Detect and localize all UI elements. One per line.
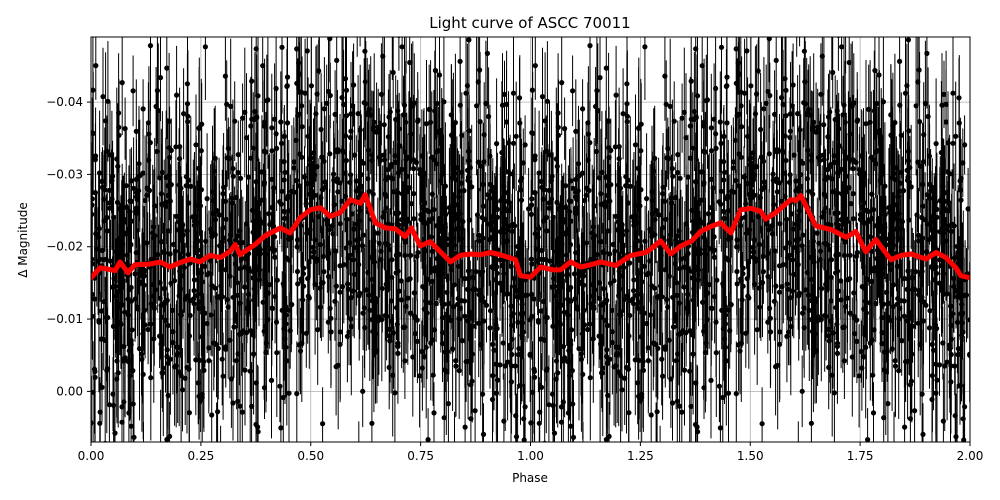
x-tick-label: 1.25 [627, 449, 654, 463]
x-tick-label: 1.50 [737, 449, 764, 463]
y-tick-label: −0.01 [46, 312, 83, 326]
x-tick-label: 0.25 [188, 449, 215, 463]
x-tick-label: 0.50 [297, 449, 324, 463]
x-tick-label: 2.00 [957, 449, 984, 463]
x-tick-label: 0.00 [78, 449, 105, 463]
y-tick-label: −0.03 [46, 167, 83, 181]
x-axis-label: Phase [512, 471, 548, 485]
model-curve [91, 192, 970, 281]
y-axis-label: Δ Magnitude [16, 202, 30, 278]
x-axis: 0.00 0.25 0.50 0.75 1.00 1.25 1.50 1.75 2.00 [78, 442, 984, 463]
x-tick-label: 1.75 [847, 449, 874, 463]
x-tick-label: 0.75 [407, 449, 434, 463]
y-tick-label: −0.02 [46, 240, 83, 254]
chart-title: Light curve of ASCC 70011 [429, 14, 630, 32]
y-axis: −0.04 −0.03 −0.02 −0.01 0.00 [46, 95, 91, 398]
x-tick-label: 1.00 [517, 449, 544, 463]
y-tick-label: 0.00 [56, 384, 83, 398]
y-tick-label: −0.04 [46, 95, 83, 109]
